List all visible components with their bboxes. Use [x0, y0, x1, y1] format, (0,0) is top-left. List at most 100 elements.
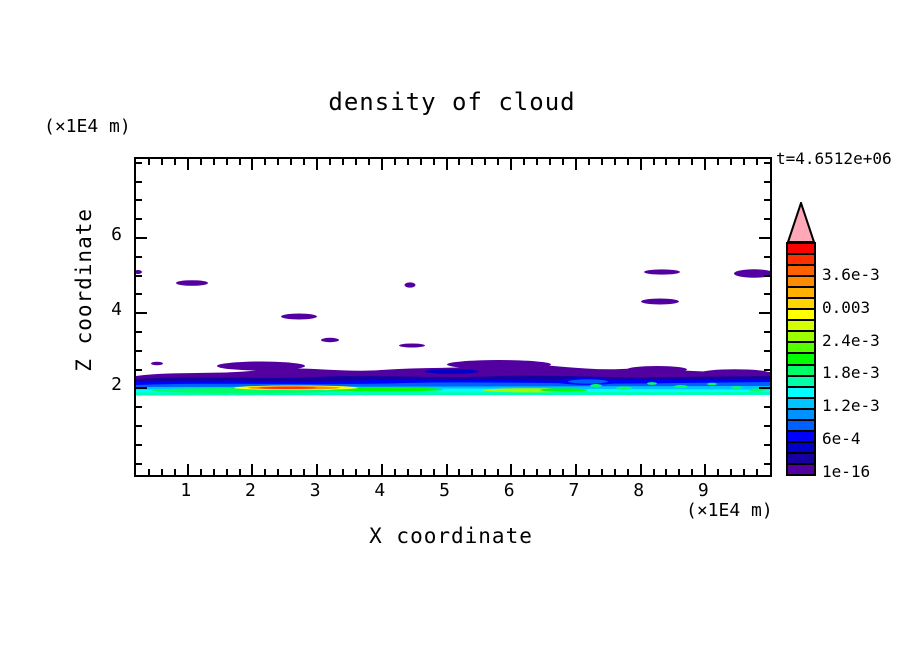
tick-mark: [484, 159, 487, 165]
tick-mark: [759, 387, 770, 390]
x-tick-label: 1: [180, 480, 192, 501]
tick-mark: [264, 469, 267, 475]
tick-mark: [764, 425, 770, 428]
tick-mark: [536, 159, 539, 165]
tick-mark: [626, 469, 629, 475]
tick-mark: [277, 159, 280, 165]
tick-mark: [303, 159, 306, 165]
tick-mark: [238, 159, 241, 165]
tick-mark: [354, 469, 357, 475]
tick-mark: [764, 443, 770, 446]
tick-mark: [406, 469, 409, 475]
tick-mark: [743, 469, 746, 475]
tick-mark: [354, 159, 357, 165]
tick-mark: [523, 159, 526, 165]
tick-mark: [743, 159, 746, 165]
tick-mark: [549, 159, 552, 165]
colorbar-tick-label: 1e-16: [822, 462, 871, 481]
tick-mark: [238, 469, 241, 475]
tick-mark: [445, 159, 448, 170]
tick-mark: [764, 180, 770, 183]
tick-mark: [574, 464, 577, 475]
colorbar-tick-label: 2.4e-3: [822, 330, 880, 350]
tick-mark: [704, 464, 707, 475]
tick-mark: [186, 464, 189, 475]
tick-mark: [458, 469, 461, 475]
tick-mark: [626, 159, 629, 165]
tick-mark: [380, 159, 383, 170]
tick-mark: [756, 469, 759, 475]
tick-mark: [756, 159, 759, 165]
tick-mark: [600, 469, 603, 475]
tick-mark: [536, 469, 539, 475]
tick-mark: [764, 255, 770, 258]
tick-mark: [717, 469, 720, 475]
density-field: [136, 269, 770, 396]
tick-mark: [639, 464, 642, 475]
x-tick-label: 4: [374, 480, 386, 501]
tick-mark: [225, 159, 228, 165]
tick-mark: [600, 159, 603, 165]
tick-mark: [549, 469, 552, 475]
tick-mark: [136, 462, 142, 465]
x-tick-label: 9: [697, 480, 709, 501]
tick-mark: [484, 469, 487, 475]
tick-mark: [173, 159, 176, 165]
tick-mark: [574, 159, 577, 170]
y-tick-label: 6: [111, 224, 122, 245]
tick-mark: [613, 469, 616, 475]
tick-mark: [173, 469, 176, 475]
tick-mark: [147, 159, 150, 165]
tick-mark: [342, 159, 345, 165]
tick-mark: [764, 274, 770, 277]
tick-mark: [432, 469, 435, 475]
tick-mark: [342, 469, 345, 475]
tick-mark: [419, 159, 422, 165]
x-tick-label: 7: [568, 480, 580, 501]
tick-mark: [764, 331, 770, 334]
tick-mark: [380, 464, 383, 475]
tick-mark: [764, 349, 770, 352]
tick-mark: [445, 464, 448, 475]
tick-mark: [290, 159, 293, 165]
tick-mark: [764, 218, 770, 221]
tick-mark: [393, 469, 396, 475]
plot-frame: [134, 157, 772, 477]
tick-mark: [497, 469, 500, 475]
tick-mark: [561, 159, 564, 165]
tick-mark: [136, 161, 142, 164]
tick-mark: [432, 159, 435, 165]
tick-mark: [759, 237, 770, 239]
x-tick-label: 8: [633, 480, 645, 501]
tick-mark: [186, 159, 189, 170]
tick-mark: [136, 218, 142, 221]
tick-mark: [764, 161, 770, 164]
tick-mark: [136, 368, 142, 371]
tick-mark: [136, 293, 142, 296]
tick-mark: [199, 469, 202, 475]
tick-mark: [316, 159, 319, 170]
tick-mark: [704, 159, 707, 170]
colorbar-tick-label: 0.003: [822, 297, 871, 317]
tick-mark: [406, 159, 409, 165]
y-tick-label: 2: [111, 374, 122, 396]
tick-mark: [136, 180, 142, 183]
cloud-band: [136, 360, 770, 396]
tick-mark: [136, 274, 142, 277]
x-tick-label: 6: [503, 480, 515, 501]
tick-mark: [497, 159, 500, 165]
x-tick-label: 5: [439, 480, 450, 501]
tick-mark: [136, 406, 142, 409]
tick-mark: [160, 469, 163, 475]
cloud-patches: [136, 269, 770, 366]
tick-mark: [523, 469, 526, 475]
tick-mark: [136, 349, 142, 352]
tick-mark: [471, 159, 474, 165]
tick-mark: [587, 469, 590, 475]
tick-mark: [136, 312, 147, 315]
tick-mark: [303, 469, 306, 475]
tick-mark: [717, 159, 720, 165]
colorbar-cells: [786, 242, 816, 476]
tick-mark: [199, 159, 202, 165]
tick-mark: [764, 368, 770, 371]
